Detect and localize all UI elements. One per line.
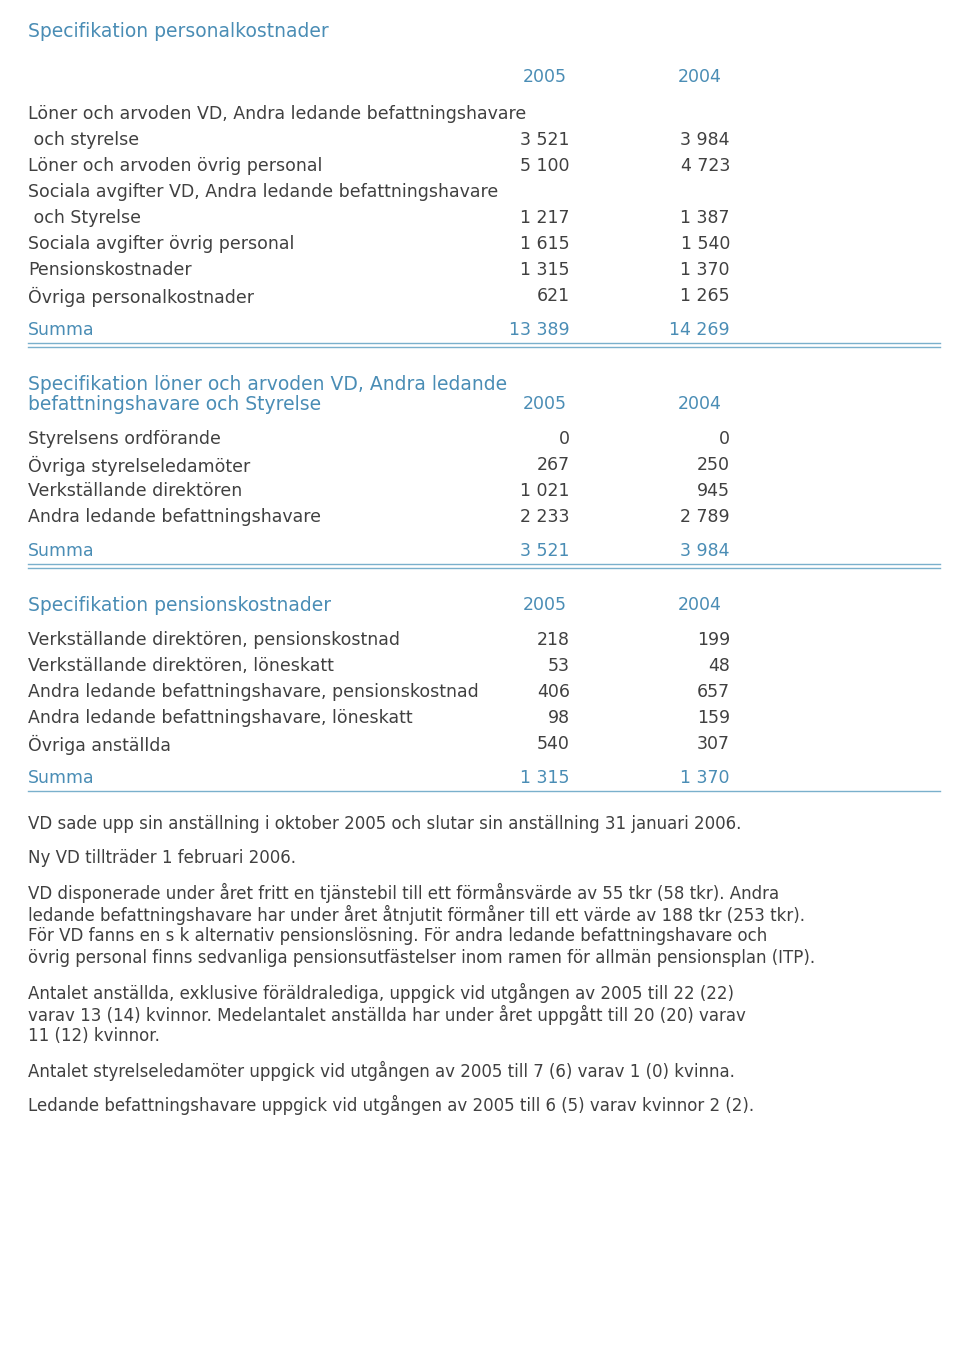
Text: 1 370: 1 370 xyxy=(681,261,730,279)
Text: 307: 307 xyxy=(697,735,730,753)
Text: Styrelsens ordförande: Styrelsens ordförande xyxy=(28,430,221,448)
Text: 3 521: 3 521 xyxy=(520,542,570,560)
Text: Specifikation pensionskostnader: Specifikation pensionskostnader xyxy=(28,596,331,615)
Text: 2005: 2005 xyxy=(523,396,567,413)
Text: 0: 0 xyxy=(559,430,570,448)
Text: Verkställande direktören: Verkställande direktören xyxy=(28,482,242,500)
Text: Antalet styrelseledamöter uppgick vid utgången av 2005 till 7 (6) varav 1 (0) kv: Antalet styrelseledamöter uppgick vid ut… xyxy=(28,1061,734,1082)
Text: 48: 48 xyxy=(708,657,730,675)
Text: Sociala avgifter VD, Andra ledande befattningshavare: Sociala avgifter VD, Andra ledande befat… xyxy=(28,183,498,201)
Text: 657: 657 xyxy=(697,683,730,701)
Text: 11 (12) kvinnor.: 11 (12) kvinnor. xyxy=(28,1027,160,1045)
Text: 1 265: 1 265 xyxy=(681,287,730,305)
Text: Antalet anställda, exklusive föräldralediga, uppgick vid utgången av 2005 till 2: Antalet anställda, exklusive föräldraled… xyxy=(28,983,734,1003)
Text: 0: 0 xyxy=(719,430,730,448)
Text: Summa: Summa xyxy=(28,320,95,340)
Text: 1 370: 1 370 xyxy=(681,769,730,787)
Text: 159: 159 xyxy=(697,709,730,727)
Text: 3 984: 3 984 xyxy=(681,542,730,560)
Text: 1 217: 1 217 xyxy=(520,209,570,227)
Text: 945: 945 xyxy=(697,482,730,500)
Text: övrig personal finns sedvanliga pensionsutfästelser inom ramen för allmän pensio: övrig personal finns sedvanliga pensions… xyxy=(28,949,815,967)
Text: 2 233: 2 233 xyxy=(520,508,570,526)
Text: Ny VD tillträder 1 februari 2006.: Ny VD tillträder 1 februari 2006. xyxy=(28,849,296,867)
Text: 2004: 2004 xyxy=(678,596,722,615)
Text: Specifikation löner och arvoden VD, Andra ledande: Specifikation löner och arvoden VD, Andr… xyxy=(28,375,507,394)
Text: 2 789: 2 789 xyxy=(681,508,730,526)
Text: Summa: Summa xyxy=(28,769,95,787)
Text: 3 521: 3 521 xyxy=(520,131,570,149)
Text: 4 723: 4 723 xyxy=(681,157,730,175)
Text: 98: 98 xyxy=(548,709,570,727)
Text: Verkställande direktören, pensionskostnad: Verkställande direktören, pensionskostna… xyxy=(28,631,400,649)
Text: Andra ledande befattningshavare: Andra ledande befattningshavare xyxy=(28,508,321,526)
Text: 540: 540 xyxy=(538,735,570,753)
Text: 1 315: 1 315 xyxy=(520,261,570,279)
Text: 406: 406 xyxy=(537,683,570,701)
Text: Pensionskostnader: Pensionskostnader xyxy=(28,261,192,279)
Text: Andra ledande befattningshavare, löneskatt: Andra ledande befattningshavare, löneska… xyxy=(28,709,413,727)
Text: VD disponerade under året fritt en tjänstebil till ett förmånsvärde av 55 tkr (5: VD disponerade under året fritt en tjäns… xyxy=(28,883,780,904)
Text: befattningshavare och Styrelse: befattningshavare och Styrelse xyxy=(28,396,322,413)
Text: 53: 53 xyxy=(548,657,570,675)
Text: Löner och arvoden övrig personal: Löner och arvoden övrig personal xyxy=(28,157,323,175)
Text: 1 315: 1 315 xyxy=(520,769,570,787)
Text: VD sade upp sin anställning i oktober 2005 och slutar sin anställning 31 januari: VD sade upp sin anställning i oktober 20… xyxy=(28,815,741,832)
Text: Löner och arvoden VD, Andra ledande befattningshavare: Löner och arvoden VD, Andra ledande befa… xyxy=(28,105,526,123)
Text: och Styrelse: och Styrelse xyxy=(28,209,141,227)
Text: 621: 621 xyxy=(537,287,570,305)
Text: 267: 267 xyxy=(537,456,570,474)
Text: 13 389: 13 389 xyxy=(510,320,570,340)
Text: Övriga styrelseledamöter: Övriga styrelseledamöter xyxy=(28,456,251,476)
Text: 218: 218 xyxy=(537,631,570,649)
Text: Övriga anställda: Övriga anställda xyxy=(28,735,171,756)
Text: 1 540: 1 540 xyxy=(681,235,730,253)
Text: Specifikation personalkostnader: Specifikation personalkostnader xyxy=(28,22,328,41)
Text: Övriga personalkostnader: Övriga personalkostnader xyxy=(28,287,254,307)
Text: 1 021: 1 021 xyxy=(520,482,570,500)
Text: 1 387: 1 387 xyxy=(681,209,730,227)
Text: Verkställande direktören, löneskatt: Verkställande direktören, löneskatt xyxy=(28,657,334,675)
Text: Ledande befattningshavare uppgick vid utgången av 2005 till 6 (5) varav kvinnor : Ledande befattningshavare uppgick vid ut… xyxy=(28,1095,755,1116)
Text: För VD fanns en s k alternativ pensionslösning. För andra ledande befattningshav: För VD fanns en s k alternativ pensionsl… xyxy=(28,927,767,945)
Text: 2004: 2004 xyxy=(678,68,722,86)
Text: 2005: 2005 xyxy=(523,596,567,615)
Text: Sociala avgifter övrig personal: Sociala avgifter övrig personal xyxy=(28,235,295,253)
Text: 2004: 2004 xyxy=(678,396,722,413)
Text: Summa: Summa xyxy=(28,542,95,560)
Text: 5 100: 5 100 xyxy=(520,157,570,175)
Text: 250: 250 xyxy=(697,456,730,474)
Text: 3 984: 3 984 xyxy=(681,131,730,149)
Text: Andra ledande befattningshavare, pensionskostnad: Andra ledande befattningshavare, pension… xyxy=(28,683,479,701)
Text: 14 269: 14 269 xyxy=(669,320,730,340)
Text: ledande befattningshavare har under året åtnjutit förmåner till ett värde av 188: ledande befattningshavare har under året… xyxy=(28,905,805,925)
Text: varav 13 (14) kvinnor. Medelantalet anställda har under året uppgått till 20 (20: varav 13 (14) kvinnor. Medelantalet anst… xyxy=(28,1005,746,1025)
Text: 2005: 2005 xyxy=(523,68,567,86)
Text: 1 615: 1 615 xyxy=(520,235,570,253)
Text: 199: 199 xyxy=(697,631,730,649)
Text: och styrelse: och styrelse xyxy=(28,131,139,149)
